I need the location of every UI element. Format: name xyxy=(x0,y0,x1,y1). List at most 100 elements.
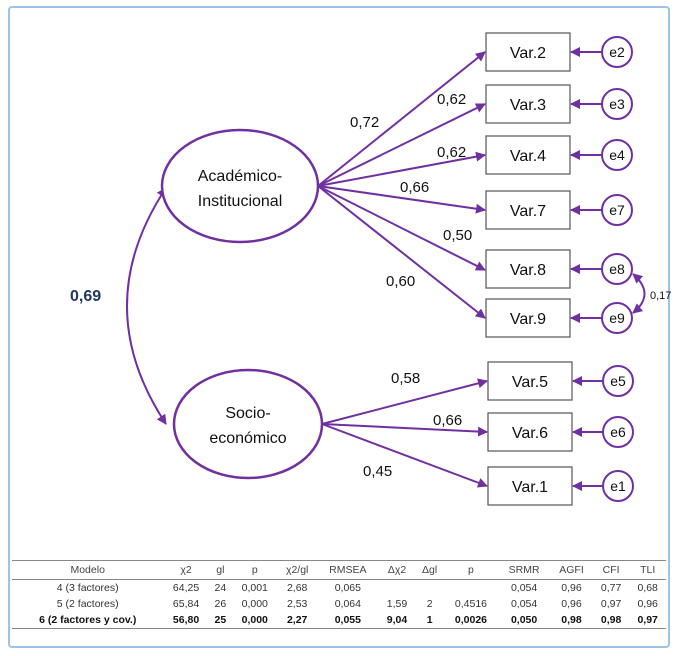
table-cell: 9,04 xyxy=(378,612,416,629)
table-cell: 0,98 xyxy=(592,612,630,629)
error-e5: e5 xyxy=(602,365,634,397)
table-cell: 0,68 xyxy=(637,582,658,594)
table-cell: 56,80 xyxy=(163,612,209,629)
table-cell: 0,065 xyxy=(334,582,361,594)
table-row: 5 (2 factores) 65,84 26 0,000 2,53 0,064… xyxy=(12,596,666,612)
observed-var2: Var.2 xyxy=(485,32,571,72)
header-cfi: CFI xyxy=(592,560,630,580)
loading-label-var6: 0,66 xyxy=(433,412,462,429)
header-gl: gl xyxy=(208,560,233,580)
header-modelo: Modelo xyxy=(12,560,164,580)
error-e7-label: e7 xyxy=(609,202,625,218)
table-cell: 6 (2 factores y cov.) xyxy=(12,612,164,629)
header-rmsea: RMSEA xyxy=(316,560,379,580)
observed-var8-label: Var.8 xyxy=(510,262,546,279)
error-e9-label: e9 xyxy=(609,310,625,326)
loading-label-var5: 0,58 xyxy=(391,370,420,387)
error-e6-label: e6 xyxy=(610,424,626,440)
fit-table: Modelo χ2 gl p χ2/gl RMSEA Δχ2 Δgl p SRM… xyxy=(12,560,666,629)
fit-table-wrapper: Modelo χ2 gl p χ2/gl RMSEA Δχ2 Δgl p SRM… xyxy=(12,560,666,629)
loading-label-var4: 0,62 xyxy=(437,144,466,161)
latent-correlation-label: 0,69 xyxy=(70,288,101,305)
table-cell: 1,59 xyxy=(386,598,408,610)
table-cell: 0,98 xyxy=(550,612,593,629)
error-e4: e4 xyxy=(601,139,633,171)
error-e4-label: e4 xyxy=(609,147,625,163)
loading-label-var1: 0,45 xyxy=(363,463,392,480)
loading-label-var3: 0,62 xyxy=(437,91,466,108)
observed-var7-label: Var.7 xyxy=(510,203,546,220)
table-cell: 0,96 xyxy=(637,598,658,610)
table-cell: 0,97 xyxy=(629,612,666,629)
latent-correlation-arrow xyxy=(126,187,167,425)
header-chi2-gl: χ2/gl xyxy=(277,560,317,580)
observed-var5: Var.5 xyxy=(487,361,573,401)
table-cell: 25 xyxy=(208,612,233,629)
error-e3-label: e3 xyxy=(609,96,625,112)
loading-arrow-var1 xyxy=(321,423,488,488)
error-covariance-arrow xyxy=(632,273,646,314)
observed-var2-label: Var.2 xyxy=(510,45,546,62)
table-cell: 65,84 xyxy=(172,598,200,610)
error-e3: e3 xyxy=(601,88,633,120)
latent-socio-line2: económico xyxy=(209,430,286,447)
table-cell: 0,0026 xyxy=(443,612,498,629)
error-e1: e1 xyxy=(602,470,634,502)
table-cell: 2 xyxy=(426,598,433,610)
table-cell: 0,96 xyxy=(561,582,582,594)
header-agfi: AGFI xyxy=(550,560,593,580)
latent-socio: Socio- económico xyxy=(172,368,324,480)
observed-var6-label: Var.6 xyxy=(512,425,548,442)
error-e8-label: e8 xyxy=(609,261,625,277)
observed-var3-label: Var.3 xyxy=(510,97,546,114)
header-p: p xyxy=(232,560,278,580)
table-cell: 0,054 xyxy=(510,598,538,610)
observed-var9: Var.9 xyxy=(485,298,571,338)
table-cell: 0,96 xyxy=(561,598,582,610)
table-cell: 0,001 xyxy=(241,582,268,594)
observed-var7: Var.7 xyxy=(485,190,571,230)
latent-academico-line1: Académico- xyxy=(198,168,282,185)
observed-var3: Var.3 xyxy=(485,84,571,124)
table-cell: 4 (3 factores) xyxy=(56,582,119,594)
observed-var1: Var.1 xyxy=(487,466,573,506)
loading-arrow-var3 xyxy=(317,103,486,187)
table-cell xyxy=(415,580,444,597)
table-row: 6 (2 factores y cov.) 56,80 25 0,000 2,2… xyxy=(12,612,666,629)
table-cell: 5 (2 factores) xyxy=(56,598,119,610)
observed-var5-label: Var.5 xyxy=(512,374,548,391)
observed-var9-label: Var.9 xyxy=(510,311,546,328)
observed-var1-label: Var.1 xyxy=(512,479,548,496)
loading-arrow-var5 xyxy=(321,378,488,425)
header-p-delta: p xyxy=(443,560,498,580)
path-diagram: 0,69 Académico- Institucional Socio- eco… xyxy=(70,32,671,506)
loading-arrow-var7 xyxy=(317,185,486,214)
error-e2-label: e2 xyxy=(609,44,625,60)
table-row: 4 (3 factores) 64,25 24 0,001 2,68 0,065… xyxy=(12,580,666,597)
observed-var4: Var.4 xyxy=(485,135,571,175)
observed-var4-label: Var.4 xyxy=(510,148,546,165)
fit-table-header-row: Modelo χ2 gl p χ2/gl RMSEA Δχ2 Δgl p SRM… xyxy=(12,560,666,580)
loading-label-var8: 0,50 xyxy=(443,227,472,244)
error-e8: e8 xyxy=(601,253,633,285)
table-cell: 2,68 xyxy=(286,582,308,594)
table-cell: 64,25 xyxy=(172,582,200,594)
table-cell: 1 xyxy=(415,612,444,629)
table-cell: 0,050 xyxy=(497,612,551,629)
table-cell: 0,000 xyxy=(232,612,278,629)
loading-label-var7: 0,66 xyxy=(400,179,429,196)
latent-academico-line2: Institucional xyxy=(198,193,283,210)
header-delta-gl: Δgl xyxy=(415,560,444,580)
table-cell: 0,055 xyxy=(316,612,379,629)
loading-arrow-var6 xyxy=(321,423,488,437)
table-cell xyxy=(379,580,416,597)
table-cell: 26 xyxy=(214,598,227,610)
header-chi2: χ2 xyxy=(163,560,209,580)
latent-academico: Académico- Institucional xyxy=(160,128,320,244)
table-cell: 0,000 xyxy=(241,598,268,610)
loading-arrow-var9 xyxy=(317,185,486,319)
table-cell: 0,97 xyxy=(600,598,622,610)
error-covariance-label: 0,17 xyxy=(650,290,671,302)
error-e1-label: e1 xyxy=(610,478,626,494)
observed-var6: Var.6 xyxy=(487,412,573,452)
